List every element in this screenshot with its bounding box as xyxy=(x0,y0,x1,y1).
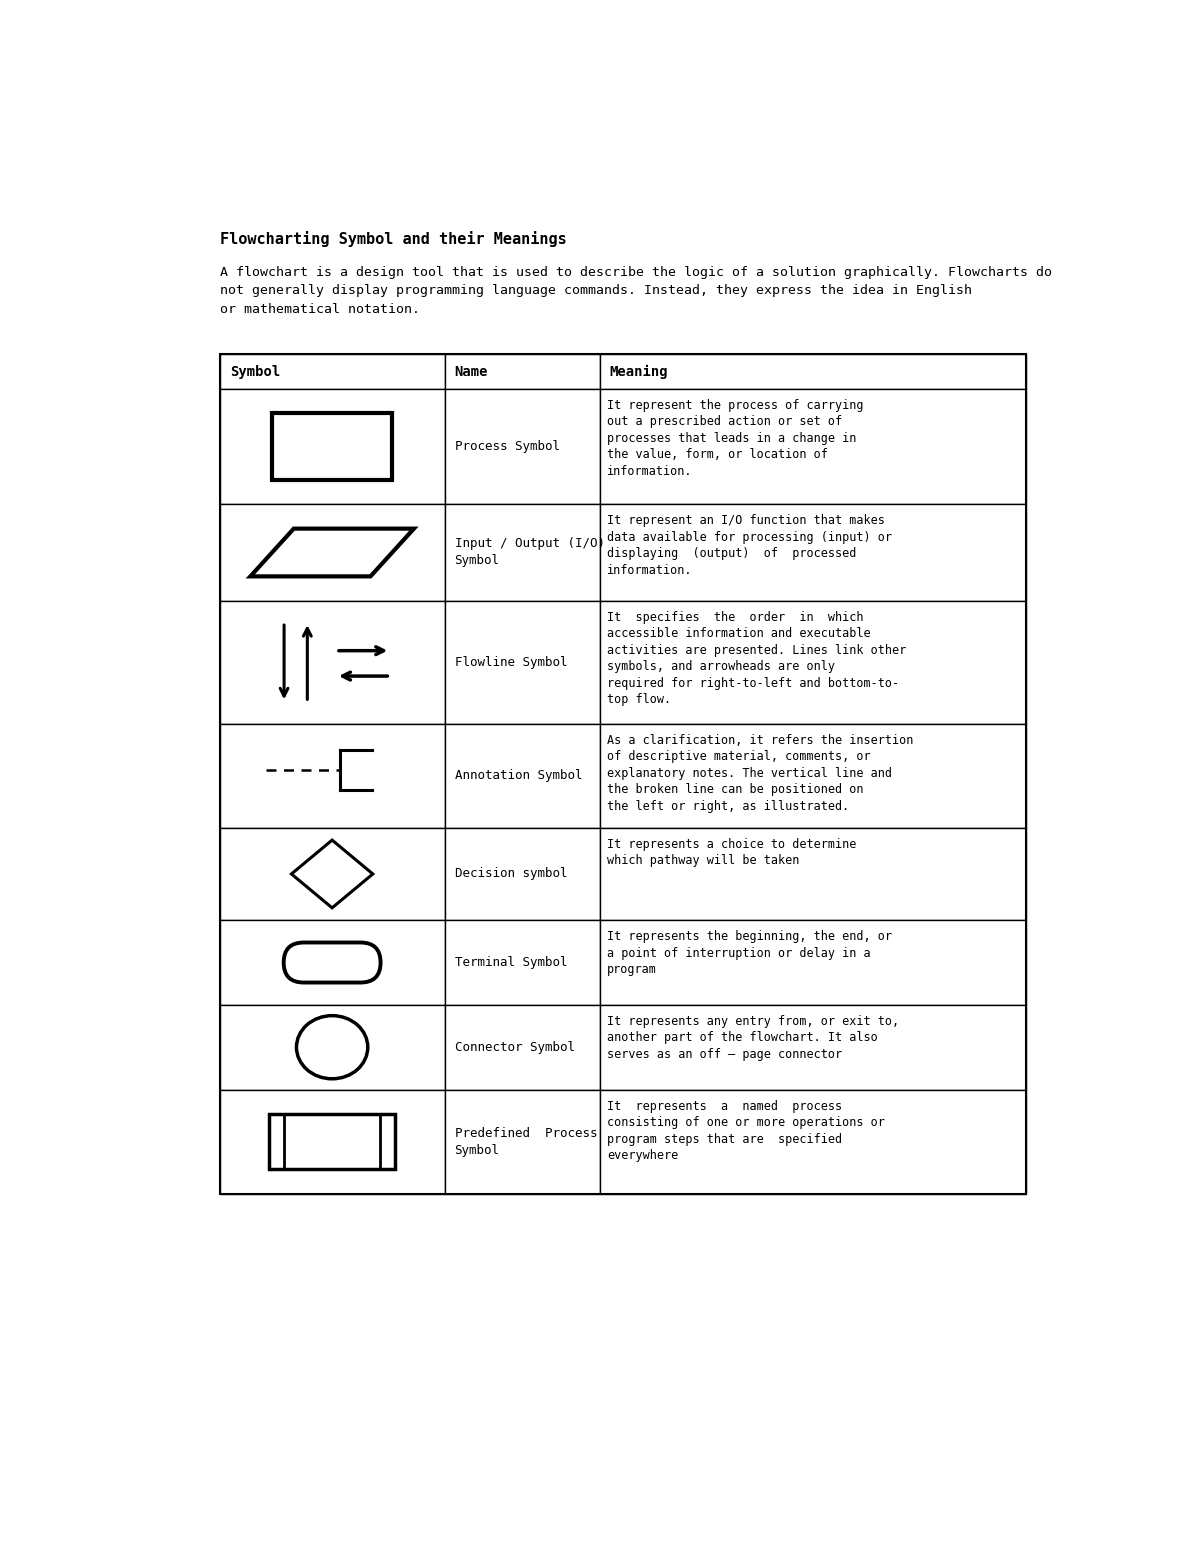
Text: Flowcharting Symbol and their Meanings: Flowcharting Symbol and their Meanings xyxy=(220,231,566,247)
Ellipse shape xyxy=(296,1016,367,1079)
Bar xyxy=(444,601,600,724)
Text: Meaning: Meaning xyxy=(610,365,668,379)
Bar xyxy=(444,1090,600,1194)
Bar xyxy=(600,921,1026,1005)
Bar xyxy=(272,413,392,480)
Bar xyxy=(220,1005,444,1090)
Bar xyxy=(220,354,444,388)
Bar xyxy=(220,724,444,828)
Text: Flowline Symbol: Flowline Symbol xyxy=(455,655,568,669)
Bar xyxy=(444,1005,600,1090)
Bar xyxy=(220,601,444,724)
Text: It  specifies  the  order  in  which
accessible information and executable
activ: It specifies the order in which accessib… xyxy=(607,610,906,707)
Bar xyxy=(600,828,1026,921)
Text: It represent the process of carrying
out a prescribed action or set of
processes: It represent the process of carrying out… xyxy=(607,399,864,478)
Bar xyxy=(269,1114,395,1169)
Bar xyxy=(444,921,600,1005)
Text: Annotation Symbol: Annotation Symbol xyxy=(455,769,582,783)
Bar xyxy=(444,388,600,505)
Polygon shape xyxy=(251,528,414,576)
Bar xyxy=(600,354,1026,388)
Bar xyxy=(444,828,600,921)
Bar xyxy=(600,388,1026,505)
Bar xyxy=(444,354,600,388)
Text: As a clarification, it refers the insertion
of descriptive material, comments, o: As a clarification, it refers the insert… xyxy=(607,735,913,812)
Text: It represents a choice to determine
which pathway will be taken: It represents a choice to determine whic… xyxy=(607,837,857,867)
Text: Input / Output (I/O)
Symbol: Input / Output (I/O) Symbol xyxy=(455,537,605,567)
Text: It represent an I/O function that makes
data available for processing (input) or: It represent an I/O function that makes … xyxy=(607,514,893,576)
Bar xyxy=(600,1005,1026,1090)
Bar xyxy=(220,1090,444,1194)
Text: Predefined  Process
Symbol: Predefined Process Symbol xyxy=(455,1126,598,1157)
Bar xyxy=(220,388,444,505)
Polygon shape xyxy=(292,840,373,909)
Text: It  represents  a  named  process
consisting of one or more operations or
progra: It represents a named process consisting… xyxy=(607,1100,886,1162)
Text: Process Symbol: Process Symbol xyxy=(455,439,559,453)
Text: Terminal Symbol: Terminal Symbol xyxy=(455,957,568,969)
Text: Connector Symbol: Connector Symbol xyxy=(455,1041,575,1054)
Bar xyxy=(444,724,600,828)
Text: It represents any entry from, or exit to,
another part of the flowchart. It also: It represents any entry from, or exit to… xyxy=(607,1014,899,1061)
FancyBboxPatch shape xyxy=(283,943,380,983)
Bar xyxy=(600,1090,1026,1194)
Bar xyxy=(220,828,444,921)
Text: Symbol: Symbol xyxy=(230,365,280,379)
Bar xyxy=(600,505,1026,601)
Bar xyxy=(220,921,444,1005)
Text: A flowchart is a design tool that is used to describe the logic of a solution gr: A flowchart is a design tool that is use… xyxy=(220,266,1051,315)
Text: Decision symbol: Decision symbol xyxy=(455,868,568,881)
Bar xyxy=(600,601,1026,724)
Bar xyxy=(444,505,600,601)
Bar xyxy=(220,354,1026,1194)
Bar xyxy=(220,505,444,601)
Text: Name: Name xyxy=(455,365,488,379)
Text: It represents the beginning, the end, or
a point of interruption or delay in a
p: It represents the beginning, the end, or… xyxy=(607,930,893,977)
Bar xyxy=(600,724,1026,828)
